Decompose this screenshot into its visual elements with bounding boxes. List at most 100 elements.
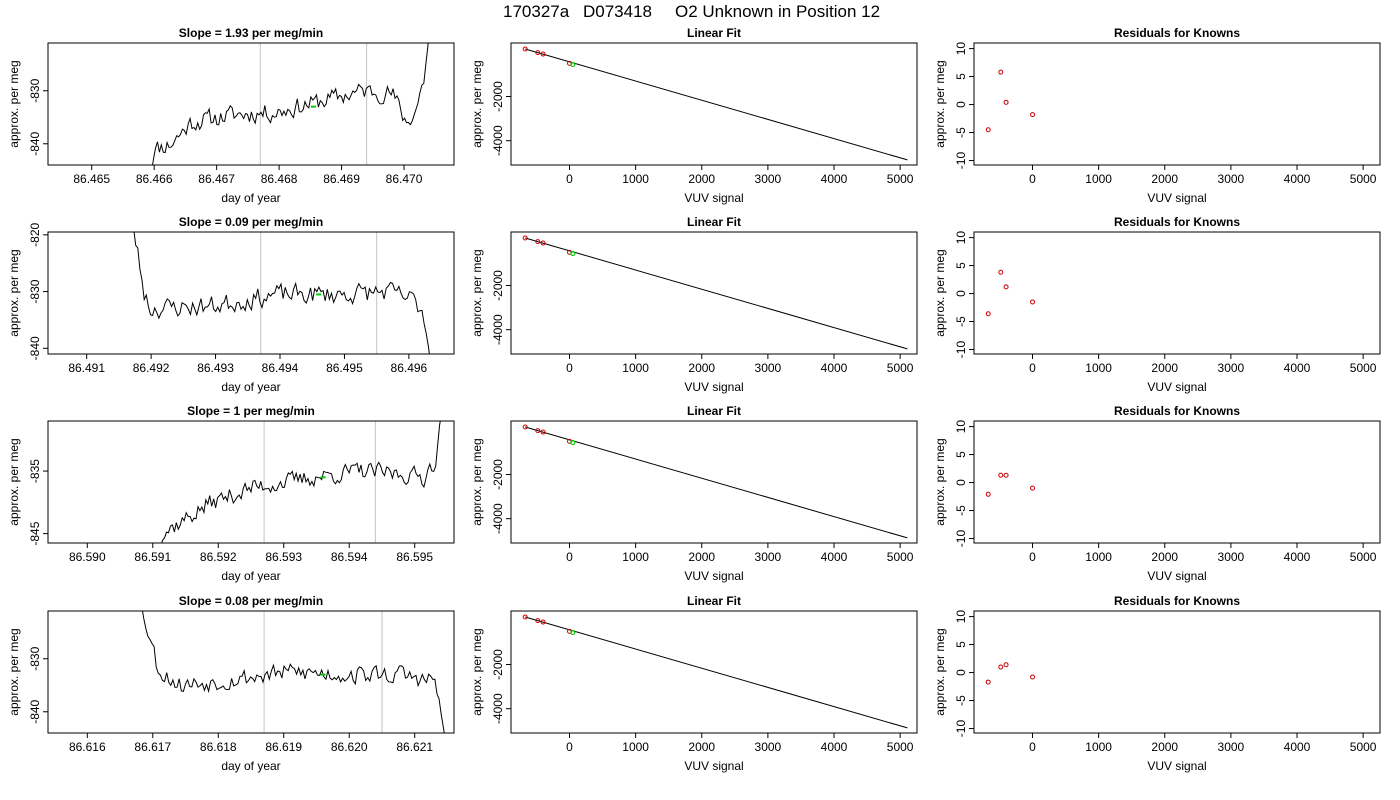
panel-title: Linear Fit <box>687 594 741 608</box>
y-axis-label: approx. per meg <box>470 628 484 715</box>
title-run: 170327a <box>503 2 570 21</box>
plot-frame <box>47 42 455 166</box>
plot-body <box>985 69 1036 133</box>
known-point <box>535 428 541 434</box>
x-tick-label: 86.495 <box>326 361 363 375</box>
residual-point <box>998 472 1004 478</box>
plot-body <box>522 46 908 161</box>
x-tick-label: 0 <box>566 361 573 375</box>
known-point <box>535 50 541 56</box>
x-tick-label: 86.465 <box>73 172 110 186</box>
residual-point <box>998 269 1004 275</box>
x-tick-label: 3000 <box>1218 172 1245 186</box>
y-tick-label: 10 <box>954 420 968 434</box>
y-axis-label: approx. per meg <box>933 628 947 715</box>
x-tick-label: 2000 <box>1151 361 1178 375</box>
plot-body <box>142 611 445 733</box>
y-tick-label: -820 <box>28 223 42 247</box>
y-axis-label: approx. per meg <box>7 60 21 147</box>
x-tick-label: 5000 <box>887 172 914 186</box>
residual-point <box>1030 485 1036 491</box>
x-tick-label: 3000 <box>755 172 782 186</box>
title-tank: D073418 <box>583 2 652 21</box>
y-axis-label: approx. per meg <box>933 249 947 336</box>
x-tick-label: 3000 <box>1218 550 1245 564</box>
x-tick-label: 2000 <box>1151 740 1178 754</box>
fit-line <box>525 237 908 350</box>
x-tick-label: 86.617 <box>134 740 171 754</box>
plot-frame <box>47 610 455 734</box>
y-tick-label: -830 <box>28 279 42 303</box>
x-tick-label: 5000 <box>1350 172 1377 186</box>
x-axis-label: VUV signal <box>684 380 743 394</box>
x-tick-label: 0 <box>1029 550 1036 564</box>
residual-point <box>985 311 991 317</box>
residual-point <box>1030 112 1036 118</box>
plot-frame <box>973 231 1381 355</box>
x-axis-label: VUV signal <box>684 759 743 773</box>
x-tick-label: 1000 <box>622 740 649 754</box>
x-tick-label: 86.591 <box>134 550 171 564</box>
plot-frame <box>973 42 1381 166</box>
known-point <box>540 240 546 246</box>
x-tick-label: 86.619 <box>265 740 302 754</box>
x-tick-label: 86.494 <box>262 361 299 375</box>
x-tick-label: 86.620 <box>331 740 368 754</box>
residual-point <box>1003 99 1009 105</box>
x-tick-label: 5000 <box>887 361 914 375</box>
y-tick-label: -4000 <box>491 503 505 534</box>
x-axis-label: day of year <box>221 380 280 394</box>
x-tick-label: 86.469 <box>323 172 360 186</box>
residual-point <box>985 127 991 133</box>
trace-line <box>133 232 430 354</box>
y-tick-label: 5 <box>954 641 968 648</box>
x-tick-label: 0 <box>566 172 573 186</box>
y-tick-label: -830 <box>28 646 42 670</box>
x-tick-label: 5000 <box>887 550 914 564</box>
y-axis-label: approx. per meg <box>470 438 484 525</box>
y-tick-label: -845 <box>28 521 42 545</box>
unknown-point <box>570 250 576 257</box>
x-tick-label: 0 <box>1029 361 1036 375</box>
panel-r2c1: Slope = 0.09 per meg/min 86.491 86.492 86.4… <box>7 215 455 394</box>
y-tick-label: 5 <box>954 262 968 269</box>
panel-r3c3: Residuals for Knowns 0 1000 2000 3000 4000 500… <box>933 404 1381 583</box>
y-tick-label: -5 <box>954 316 968 327</box>
y-tick-label: 0 <box>954 479 968 486</box>
y-tick-label: 10 <box>954 42 968 56</box>
panel-title: Residuals for Knowns <box>1114 404 1240 418</box>
known-point <box>522 46 528 52</box>
plot-body <box>522 424 908 539</box>
known-point <box>522 235 528 241</box>
y-tick-label: -10 <box>954 530 968 548</box>
x-tick-label: 1000 <box>1085 172 1112 186</box>
x-axis-label: VUV signal <box>1147 759 1206 773</box>
x-tick-label: 5000 <box>1350 550 1377 564</box>
panel-r1c1: Slope = 1.93 per meg/min 86.465 86.466 86.4… <box>7 26 455 205</box>
x-tick-label: 4000 <box>1284 172 1311 186</box>
x-tick-label: 0 <box>1029 172 1036 186</box>
plot-body <box>522 235 908 350</box>
panel-r2c2: Linear Fit 0 1000 2000 3000 4000 5000 -4000 -200… <box>470 215 918 394</box>
x-axis-label: day of year <box>221 759 280 773</box>
x-tick-label: 2000 <box>688 550 715 564</box>
y-tick-label: 10 <box>954 231 968 245</box>
y-tick-label: -4000 <box>491 125 505 156</box>
residual-point <box>985 491 991 497</box>
y-tick-label: -830 <box>28 78 42 102</box>
x-axis-label: VUV signal <box>684 191 743 205</box>
x-axis-label: VUV signal <box>684 569 743 583</box>
x-tick-label: 2000 <box>688 740 715 754</box>
x-tick-label: 0 <box>566 550 573 564</box>
y-axis-label: approx. per meg <box>7 438 21 525</box>
known-point <box>540 619 546 625</box>
x-tick-label: 2000 <box>688 361 715 375</box>
y-tick-label: -2000 <box>491 649 505 680</box>
x-tick-label: 3000 <box>1218 361 1245 375</box>
y-tick-label: 0 <box>954 669 968 676</box>
x-tick-label: 5000 <box>1350 740 1377 754</box>
plot-frame <box>47 420 455 544</box>
y-tick-label: -5 <box>954 695 968 706</box>
plot-body <box>985 662 1036 685</box>
y-tick-label: 10 <box>954 610 968 624</box>
